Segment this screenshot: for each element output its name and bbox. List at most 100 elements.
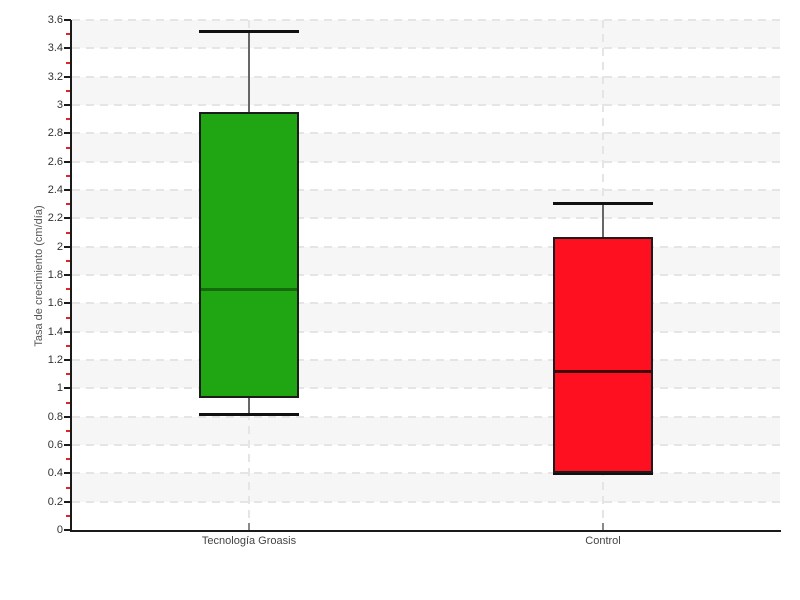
y-tick-label: 3.6 [47,14,63,26]
y-grid-band [72,20,780,49]
y-grid-band [72,161,780,190]
y-minor-tick [66,231,70,234]
h-gridline [72,104,780,106]
y-tick-label: 0.6 [47,439,63,451]
y-tick-label: 1 [56,382,63,395]
y-major-tick [64,529,71,531]
x-category-tick [602,523,604,530]
h-gridline [72,160,780,163]
y-minor-tick [66,458,70,461]
y-major-tick [64,472,71,475]
y-major-tick [64,47,71,50]
whisker-cap-max [553,201,653,205]
y-minor-tick [66,146,70,149]
h-gridline [72,47,780,50]
y-tick-label: 2.2 [47,212,63,225]
y-tick-label: 1.4 [47,325,63,338]
y-major-tick [64,19,71,21]
y-minor-tick [66,118,70,121]
x-axis-line [70,530,781,532]
y-major-tick [64,387,71,390]
y-minor-tick [66,373,70,376]
whisker-stem-upper [602,202,604,237]
h-gridline [72,472,780,475]
y-grid-band [72,445,780,474]
y-grid-band [72,388,780,417]
y-tick-label: 2.4 [47,184,63,196]
y-major-tick [64,132,71,135]
y-grid-band [72,105,780,134]
y-major-tick [64,330,71,333]
y-grid-band [72,501,780,530]
whisker-cap-max [199,30,299,34]
y-grid-band [72,275,780,304]
y-minor-tick [66,203,70,206]
y-grid-band [72,133,780,162]
y-grid-band [72,331,780,360]
plot-area [72,19,780,530]
h-gridline [72,189,780,191]
median-line [201,288,297,292]
y-major-tick [64,104,71,106]
x-category-tick [248,523,250,530]
y-tick-label: 0.4 [47,467,63,480]
y-tick-label: 2.6 [47,155,63,168]
y-minor-tick [66,288,70,291]
h-gridline [72,500,780,503]
y-grid-band [72,246,780,275]
y-major-tick [64,274,71,276]
y-grid-band [72,48,780,77]
y-tick-label: 0.8 [47,410,63,423]
y-minor-tick [66,89,70,92]
y-minor-tick [66,401,70,404]
y-tick-label: 0 [56,524,63,536]
y-major-tick [64,189,71,191]
y-tick-label: 0.2 [47,495,63,508]
y-major-tick [64,217,71,220]
whisker-cap-min [553,472,653,476]
y-minor-tick [66,429,70,432]
y-grid-band [72,360,780,389]
y-minor-tick [66,514,70,517]
y-tick-label: 3.4 [47,42,63,55]
h-gridline [72,217,780,220]
y-tick-label: 2.8 [47,127,63,140]
y-grid-band [72,76,780,105]
y-grid-band [72,473,780,502]
y-major-tick [64,160,71,163]
y-major-tick [64,415,71,418]
x-category-label: Control [585,535,621,547]
h-gridline [72,387,780,390]
y-axis-line [70,20,72,532]
y-minor-tick [66,174,70,177]
y-major-tick [64,245,71,248]
y-minor-tick [66,259,70,262]
y-minor-tick [66,486,70,489]
y-grid-band [72,218,780,247]
y-grid-band [72,303,780,332]
box [199,112,299,399]
h-gridline [72,245,780,248]
y-grid-band [72,190,780,219]
box [553,236,653,474]
y-minor-tick [66,33,70,36]
median-line [555,370,651,374]
y-minor-tick [66,61,70,64]
y-tick-label: 1.8 [47,269,63,281]
h-gridline [72,19,780,21]
y-tick-label: 3.2 [47,70,63,83]
h-gridline [72,75,780,78]
whisker-cap-min [199,412,299,416]
y-tick-label: 2 [56,240,63,253]
y-major-tick [64,75,71,78]
h-gridline [72,132,780,135]
h-gridline [72,274,780,276]
h-gridline [72,359,780,361]
x-category-label: Tecnología Groasis [201,535,297,547]
y-major-tick [64,302,71,305]
y-tick-label: 1.6 [47,297,63,310]
y-minor-tick [66,344,70,347]
h-gridline [72,330,780,333]
y-grid-band [72,416,780,445]
